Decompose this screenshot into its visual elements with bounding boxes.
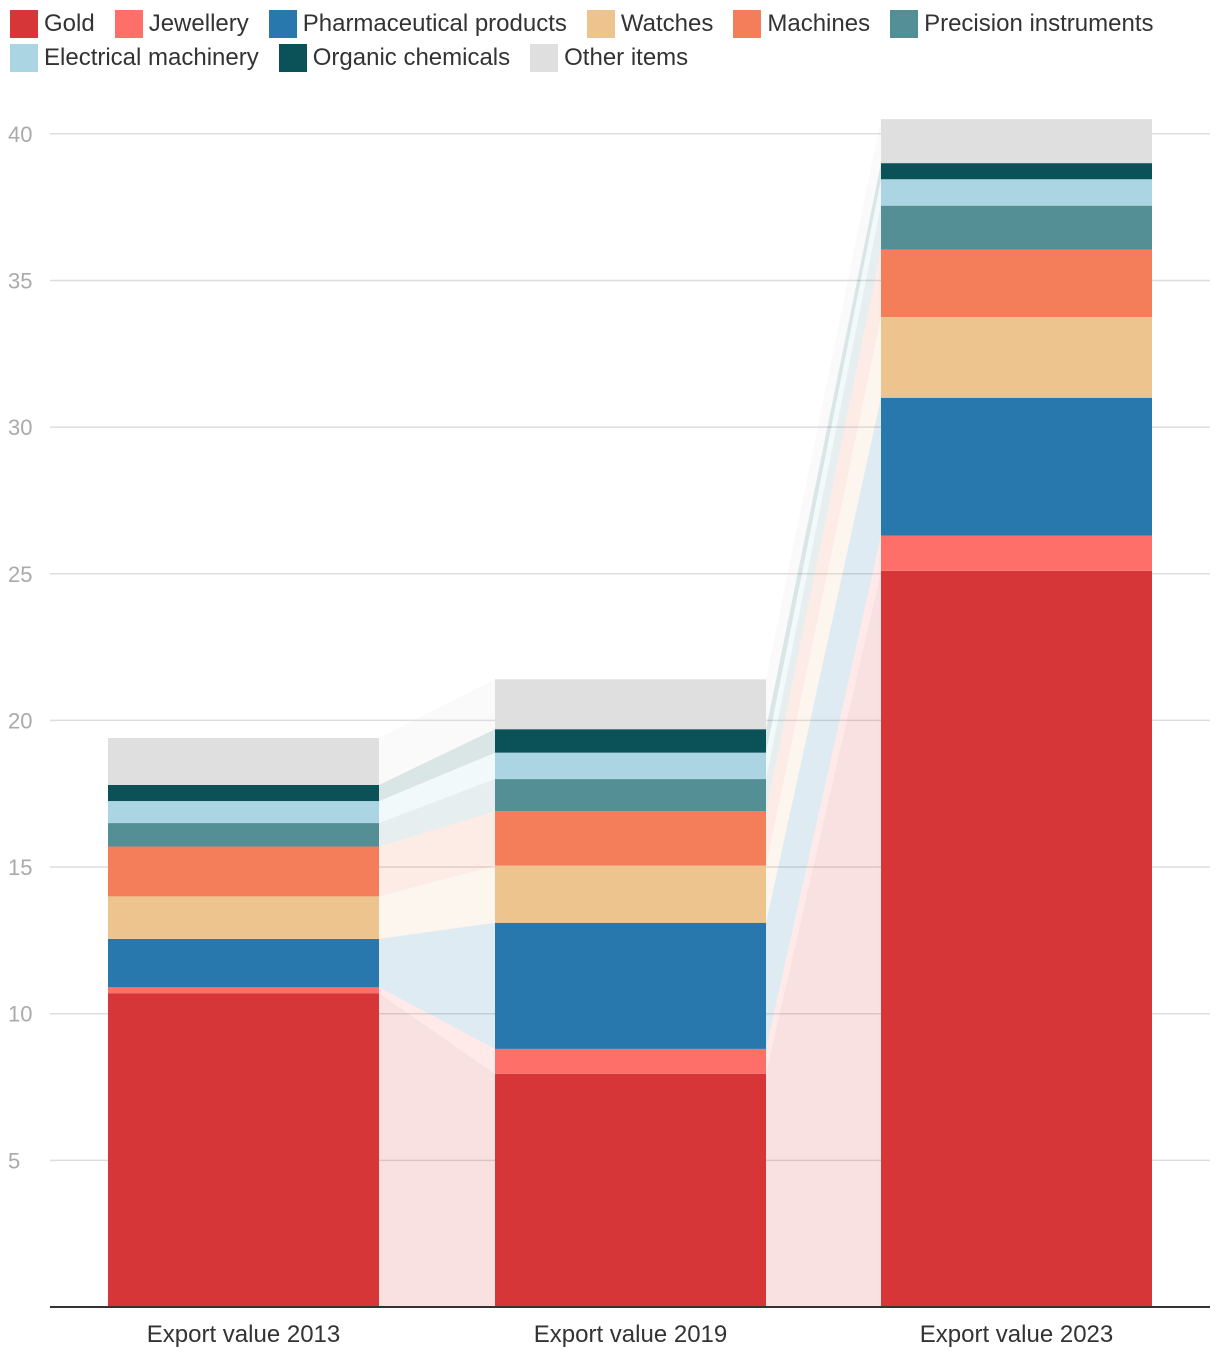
x-category-label: Export value 2013 — [147, 1321, 340, 1348]
legend-swatch — [268, 10, 297, 38]
bar-segment-gold — [495, 1073, 766, 1307]
bar-segment-organic-chemicals — [495, 729, 766, 753]
bars — [108, 119, 1152, 1307]
legend-label: Organic chemicals — [312, 44, 511, 71]
bar-segment-jewellery — [881, 535, 1152, 571]
connector-band-machines — [766, 249, 881, 866]
connector-band-jewellery — [379, 987, 495, 1074]
legend-item-gold: Gold — [10, 10, 95, 38]
legend-swatch — [733, 10, 762, 38]
legend-label: Gold — [44, 10, 95, 37]
legend: Gold Jewellery Pharmaceutical products Watc… — [10, 10, 1210, 72]
legend-swatch — [586, 10, 615, 38]
connector-band-jewellery — [766, 535, 881, 1074]
y-tick-label: 5 — [8, 1148, 20, 1173]
legend-item-electrical-machinery: Electrical machinery — [10, 44, 259, 72]
bar-segment-electrical-machinery — [108, 801, 379, 824]
connector-band-precision-instruments — [379, 779, 495, 847]
connector-band-watches — [766, 317, 881, 923]
connector-band-electrical-machinery — [379, 752, 495, 824]
bar-segment-watches — [495, 865, 766, 923]
bar-segment-watches — [881, 317, 1152, 398]
legend-swatch — [530, 44, 559, 72]
bar-segment-precision-instruments — [881, 205, 1152, 250]
connector-bands — [379, 119, 881, 1307]
bar-segment-jewellery — [108, 987, 379, 994]
connector-band-pharmaceutical-products — [766, 397, 881, 1049]
connector-band-gold — [766, 570, 881, 1307]
axes: Export value 2013 Export value 2019 Export… — [50, 1306, 1210, 1348]
legend-swatch — [10, 10, 38, 38]
bar-segment-gold — [108, 993, 379, 1307]
connector-band-organic-chemicals — [379, 729, 495, 802]
connector-band-precision-instruments — [766, 205, 881, 812]
connector-band-electrical-machinery — [766, 179, 881, 780]
connector-band-machines — [379, 811, 495, 897]
bar-segment-gold — [881, 570, 1152, 1307]
y-tick-label: 25 — [8, 562, 32, 587]
legend-swatch — [114, 10, 143, 38]
connector-band-other-items — [766, 119, 881, 730]
bar-segment-pharmaceutical-products — [108, 938, 379, 988]
legend-item-other-items: Other items — [530, 44, 688, 72]
bar-segment-organic-chemicals — [108, 784, 379, 802]
bar-segment-other-items — [881, 119, 1152, 164]
y-tick-label: 20 — [8, 708, 32, 733]
connector-band-pharmaceutical-products — [379, 922, 495, 1049]
legend-label: Precision instruments — [924, 10, 1154, 37]
bar-segment-precision-instruments — [495, 779, 766, 812]
bar-segment-machines — [495, 811, 766, 866]
y-tick-label: 30 — [8, 415, 32, 440]
legend-item-jewellery: Jewellery — [114, 10, 249, 38]
legend-label: Pharmaceutical products — [302, 10, 567, 37]
connector-band-gold — [379, 993, 495, 1307]
legend-swatch — [278, 44, 307, 72]
x-category-label: Export value 2023 — [920, 1321, 1113, 1348]
bar-segment-machines — [108, 846, 379, 897]
legend-item-machines: Machines — [733, 10, 870, 38]
connector-band-watches — [379, 865, 495, 939]
bar-segment-pharmaceutical-products — [495, 922, 766, 1049]
bar-segment-watches — [108, 896, 379, 939]
legend-label: Electrical machinery — [44, 44, 259, 71]
legend-label: Other items — [564, 44, 689, 71]
bar-segment-jewellery — [495, 1048, 766, 1074]
bar-segment-organic-chemicals — [881, 163, 1152, 180]
legend-label: Jewellery — [148, 10, 249, 37]
bar-segment-other-items — [108, 737, 379, 785]
y-tick-label: 10 — [8, 1002, 32, 1027]
legend-label: Machines — [767, 10, 871, 37]
legend-item-pharmaceutical-products: Pharmaceutical products — [268, 10, 567, 38]
legend-swatch — [890, 10, 919, 38]
connector-band-other-items — [379, 679, 495, 785]
legend-swatch — [10, 44, 38, 72]
y-tick-label: 40 — [8, 122, 32, 147]
bar-segment-pharmaceutical-products — [881, 397, 1152, 536]
y-tick-label: 35 — [8, 268, 32, 293]
bar-segment-electrical-machinery — [881, 179, 1152, 206]
bar-segment-precision-instruments — [108, 823, 379, 847]
y-tick-label: 15 — [8, 855, 32, 880]
x-category-label: Export value 2019 — [534, 1321, 727, 1348]
legend-item-organic-chemicals: Organic chemicals — [278, 44, 511, 72]
bar-segment-electrical-machinery — [495, 752, 766, 780]
legend-item-precision-instruments: Precision instruments — [890, 10, 1154, 38]
bar-segment-machines — [881, 249, 1152, 318]
legend-label: Watches — [620, 10, 714, 37]
connector-band-organic-chemicals — [766, 163, 881, 753]
bar-segment-other-items — [495, 679, 766, 730]
legend-item-watches: Watches — [586, 10, 714, 38]
